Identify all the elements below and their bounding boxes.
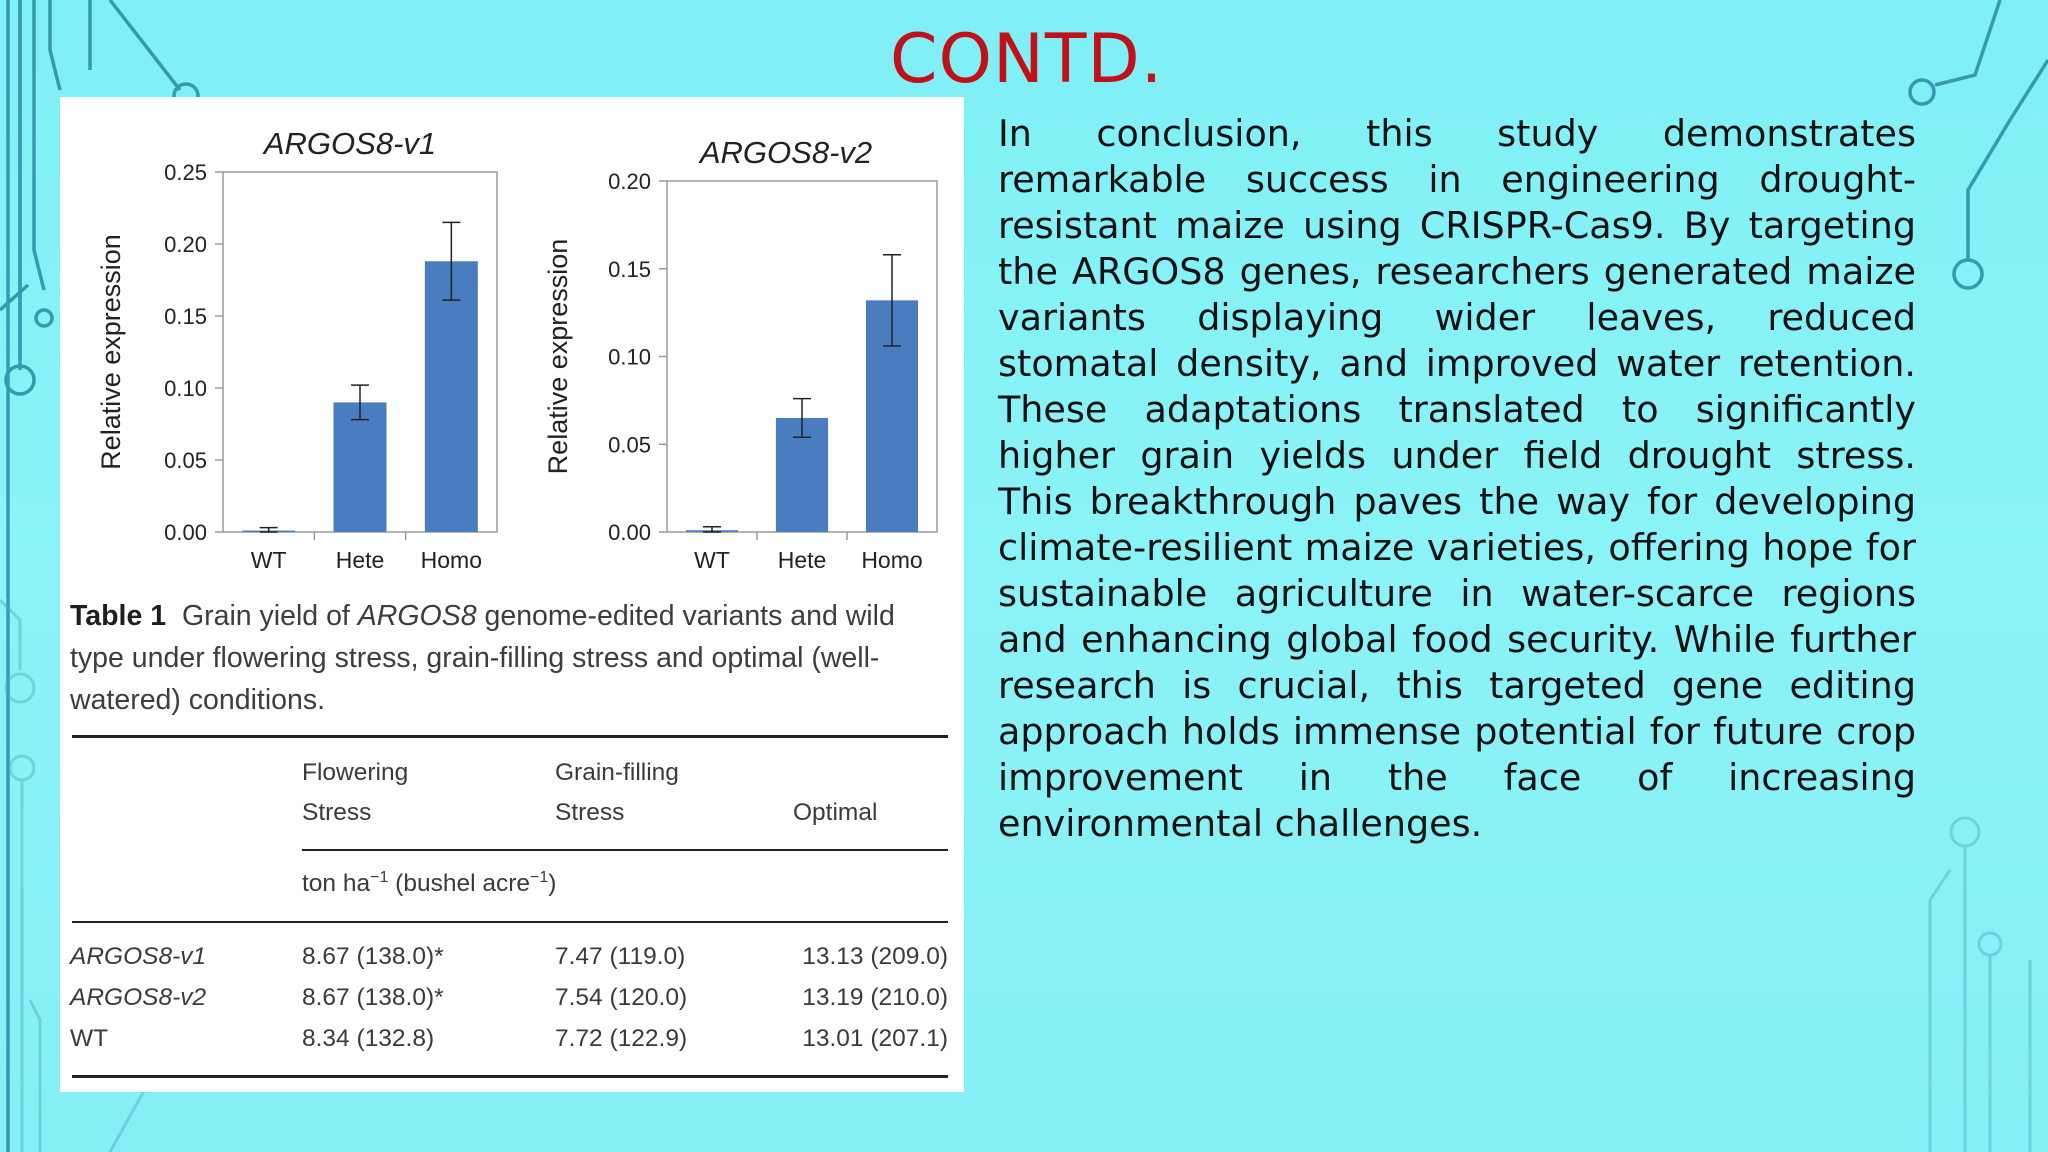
y-tick-label: 0.05 — [164, 448, 207, 473]
y-tick-label: 0.05 — [608, 432, 651, 457]
cell-wt-grain: 7.72 (122.9) — [555, 1025, 688, 1052]
table-bottom-rule — [72, 1075, 948, 1078]
cell-v2-flowering: 8.67 (138.0)* — [302, 984, 444, 1011]
unit-a: ton ha — [302, 870, 371, 898]
col-header-flowering-2: Stress — [302, 799, 372, 826]
y-tick-label: 0.20 — [164, 232, 207, 257]
x-tick-label: WT — [251, 547, 287, 573]
row-label-v1: ARGOS8-v1 — [70, 943, 207, 970]
cell-v1-optimal: 13.13 (209.0) — [802, 943, 948, 970]
y-tick-label: 0.15 — [164, 304, 207, 329]
x-tick-label: Hete — [778, 547, 827, 573]
table-top-rule — [72, 735, 948, 738]
caption-gene: ARGOS8 — [357, 600, 477, 632]
y-tick-label: 0.10 — [608, 345, 651, 370]
unit-row: ton ha−1 (bushel acre−1) — [302, 869, 556, 898]
x-tick-label: Homo — [421, 547, 482, 573]
col-header-flowering-1: Flowering — [302, 759, 409, 786]
row-label-v2: ARGOS8-v2 — [70, 984, 207, 1011]
bar-charts: ARGOS8-v1 Relative expression 0.00 0.05 0.10… — [96, 126, 938, 573]
slide-title: CONTD. — [890, 20, 1164, 99]
unit-rule — [72, 921, 948, 923]
col-header-grain-1: Grain-filling — [555, 759, 679, 786]
cell-v2-grain: 7.54 (120.0) — [555, 984, 688, 1011]
y-tick-label: 0.25 — [164, 160, 207, 185]
unit-sup-1: −1 — [370, 869, 389, 886]
table-caption: Table 1 Grain yield of ARGOS8 genome-edi… — [70, 595, 950, 721]
x-tick-label: Hete — [336, 547, 385, 573]
unit-sup-2: −1 — [530, 869, 549, 886]
cell-wt-optimal: 13.01 (207.1) — [802, 1025, 948, 1052]
cell-v1-grain: 7.47 (119.0) — [555, 943, 686, 970]
conclusion-paragraph: In conclusion, this study demonstrates r… — [998, 112, 1916, 845]
caption-text-a: Grain yield of — [181, 600, 358, 632]
y-tick-label: 0.00 — [164, 520, 207, 545]
unit-b: (bushel acre — [388, 870, 531, 898]
x-tick-label: WT — [694, 547, 730, 573]
bar-homo — [424, 261, 478, 532]
caption-text-b: genome-edited variants and wild type und… — [70, 600, 895, 716]
unit-c: ) — [548, 870, 557, 898]
table-label: Table 1 — [70, 600, 167, 632]
figure-panel: ARGOS8-v1 Relative expression 0.00 0.05 0.10… — [60, 97, 964, 1092]
y-axis-label: Relative expression — [96, 234, 126, 470]
y-axis-label: Relative expression — [543, 239, 573, 475]
row-label-wt: WT — [70, 1025, 109, 1052]
cell-wt-flowering: 8.34 (132.8) — [302, 1025, 435, 1052]
bar-hete — [333, 402, 387, 532]
y-tick-label: 0.20 — [608, 169, 651, 194]
col-header-grain-2: Stress — [555, 799, 625, 826]
y-tick-label: 0.15 — [608, 257, 651, 282]
col-header-optimal: Optimal — [793, 799, 878, 826]
y-tick-label: 0.10 — [164, 376, 207, 401]
cell-v1-flowering: 8.67 (138.0)* — [302, 943, 444, 970]
chart-title: ARGOS8-v2 — [698, 135, 872, 170]
x-tick-label: Homo — [861, 547, 922, 573]
y-tick-label: 0.00 — [608, 520, 651, 545]
chart-title: ARGOS8-v1 — [262, 126, 436, 161]
header-rule — [302, 849, 948, 851]
cell-v2-optimal: 13.19 (210.0) — [802, 984, 948, 1011]
